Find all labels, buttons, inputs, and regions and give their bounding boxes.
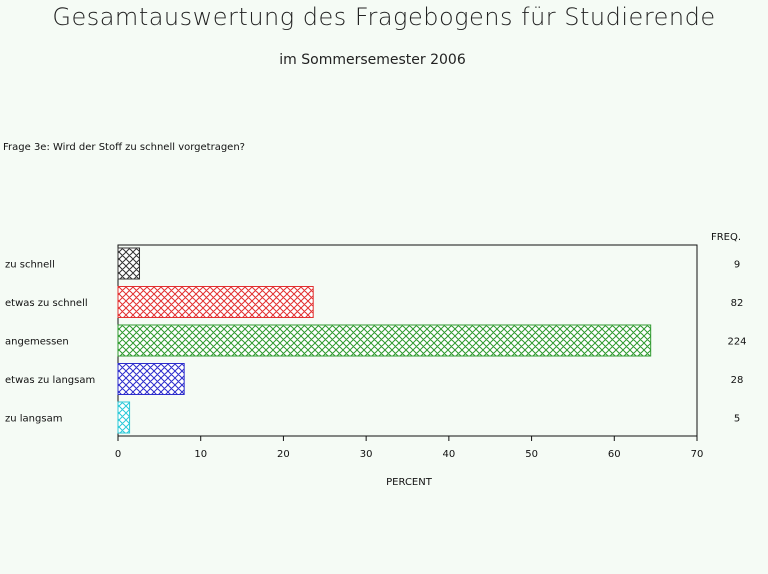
category-label: zu langsam xyxy=(5,414,62,425)
freq-value: 224 xyxy=(727,337,746,348)
category-label: etwas zu schnell xyxy=(5,298,88,309)
category-label: etwas zu langsam xyxy=(5,375,95,386)
chart-title: Gesamtauswertung des Fragebogens für Stu… xyxy=(52,3,716,31)
x-tick-label: 20 xyxy=(277,449,290,460)
freq-value: 82 xyxy=(731,298,744,309)
x-axis: 0 10 20 30 40 50 60 70 xyxy=(115,436,704,460)
x-tick-label: 60 xyxy=(608,449,621,460)
category-label: angemessen xyxy=(5,337,69,348)
x-axis-label: PERCENT xyxy=(386,477,433,488)
x-tick-label: 50 xyxy=(525,449,538,460)
chart-subtitle: im Sommersemester 2006 xyxy=(279,52,466,68)
freq-value: 9 xyxy=(734,260,740,271)
category-labels: zu schnell etwas zu schnell angemessen etwa… xyxy=(5,260,95,425)
x-tick-label: 70 xyxy=(691,449,704,460)
bar-angemessen xyxy=(117,324,652,357)
bar-zu-schnell xyxy=(117,247,141,280)
freq-value: 5 xyxy=(734,414,740,425)
category-label: zu schnell xyxy=(5,260,55,271)
freq-header: FREQ. xyxy=(711,232,741,243)
bar-etwas-zu-langsam xyxy=(117,363,185,395)
x-tick-label: 40 xyxy=(442,449,455,460)
frequency-labels: 9 82 224 28 5 xyxy=(727,260,746,425)
bar-etwas-zu-schnell xyxy=(117,286,314,318)
x-tick-label: 30 xyxy=(360,449,373,460)
x-tick-label: 10 xyxy=(194,449,207,460)
freq-value: 28 xyxy=(731,375,744,386)
bar-zu-langsam xyxy=(117,401,131,434)
question-label: Frage 3e: Wird der Stoff zu schnell vorg… xyxy=(3,142,245,153)
bars-layer xyxy=(117,247,652,434)
x-tick-label: 0 xyxy=(115,449,121,460)
